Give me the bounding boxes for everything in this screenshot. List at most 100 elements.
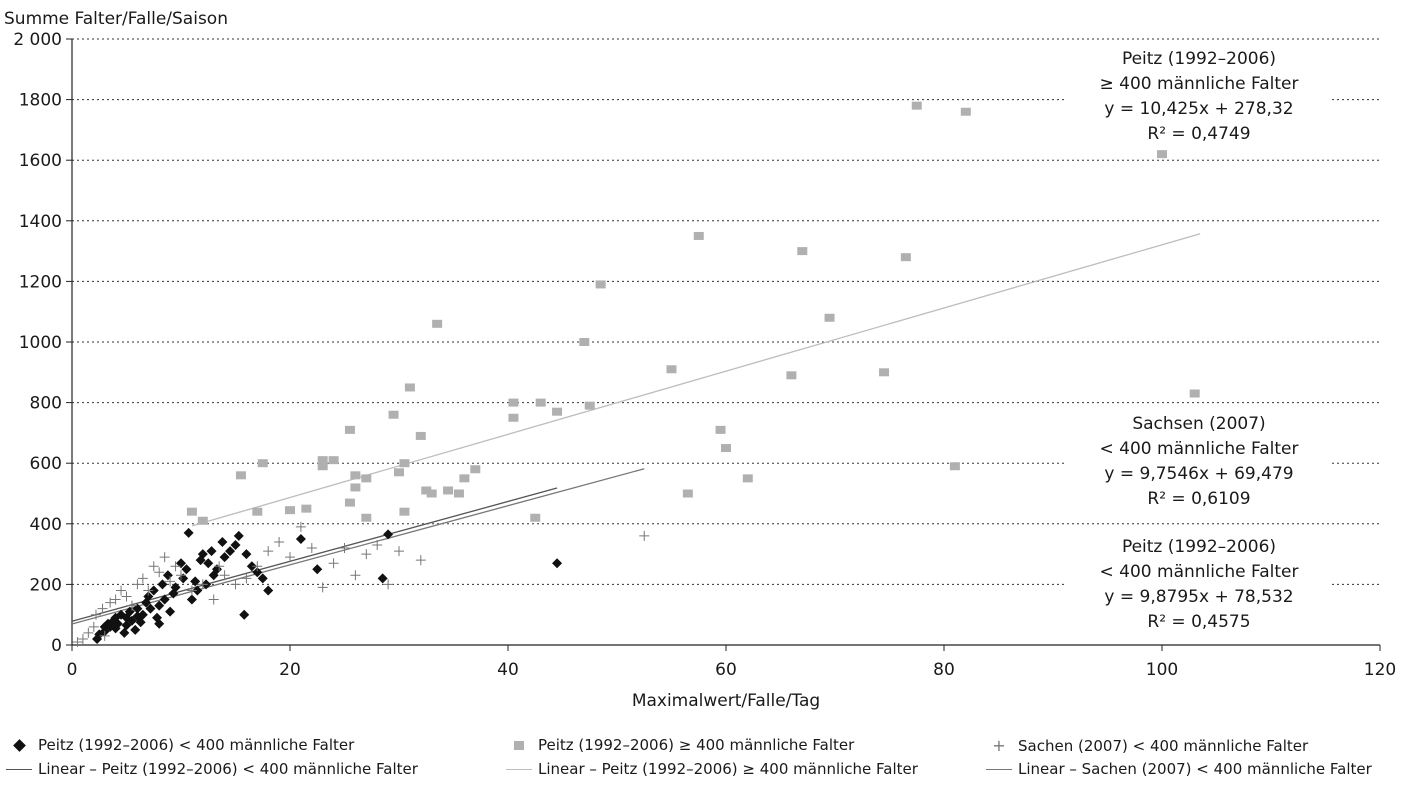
square-point (186, 507, 197, 516)
y-tick-label: 800 (30, 394, 62, 414)
plus-point (72, 636, 83, 647)
square-point (235, 471, 246, 480)
y-tick-label: 1400 (19, 212, 62, 232)
legend: Peitz (1992–2006) < 400 männliche Falter… (0, 732, 1422, 784)
square-point (584, 401, 595, 410)
plus-point (176, 570, 186, 581)
diamond-point (112, 618, 123, 629)
diamond-point (192, 585, 203, 596)
trendline (71, 468, 645, 625)
plus-point (159, 552, 170, 563)
plus-point (339, 543, 350, 554)
y-tick-label: 1600 (19, 151, 62, 171)
square-point (328, 456, 339, 465)
plus-point (88, 621, 99, 632)
annotation-background (1067, 42, 1331, 150)
square-point (399, 459, 410, 468)
plus-point (383, 579, 394, 590)
diamond-point (252, 567, 263, 578)
diamond-point (186, 594, 197, 605)
trendline (191, 233, 1201, 527)
annotation-line: Sachsen (2007) (1132, 414, 1265, 434)
square-point (459, 474, 470, 483)
square-point (579, 338, 590, 346)
annotation-background (1067, 407, 1331, 515)
square-point (388, 410, 399, 419)
plus-point (132, 579, 143, 590)
square-point (301, 504, 312, 513)
diamond-point (137, 609, 148, 620)
annotation-line: R² = 0,4749 (1147, 124, 1250, 144)
square-point (350, 471, 361, 480)
plus-point (97, 603, 108, 614)
x-tick-label: 80 (933, 660, 955, 680)
plus-point (83, 627, 94, 638)
square-point (344, 498, 355, 507)
diamond-point (230, 540, 241, 551)
x-tick-label: 100 (1146, 660, 1178, 680)
plus-point (148, 561, 159, 572)
regression-annotation: Peitz (1992–2006) ≥ 400 männliche Falter y… (1067, 42, 1331, 150)
diamond-point (162, 570, 173, 581)
square-point (508, 413, 519, 422)
legend-label: Linear – Peitz (1992–2006) < 400 männlic… (38, 760, 418, 778)
plus-point (241, 573, 252, 584)
trendline (71, 487, 558, 622)
plus-point (285, 552, 295, 563)
diamond-point (233, 530, 244, 541)
diamond-point (159, 594, 170, 605)
square-point (797, 247, 808, 256)
diamond-point (148, 585, 159, 596)
trendlines (71, 233, 1201, 625)
legend-entry-linear-peitz-lt400: Linear – Peitz (1992–2006) < 400 männlic… (6, 760, 418, 778)
legend-label: Linear – Sachen (2007) < 400 männliche F… (1018, 760, 1372, 778)
x-axis-title: Maximalwert/Falle/Tag (632, 691, 820, 711)
diamond-point (181, 564, 192, 575)
x-tick-label: 40 (497, 660, 519, 680)
regression-annotation: Sachsen (2007) < 400 männliche Falter y = … (1067, 407, 1331, 515)
annotation-line: < 400 männliche Falter (1100, 562, 1299, 582)
diamond-point (132, 603, 143, 614)
plus-point (230, 579, 241, 590)
scatter-chart: Summe Falter/Falle/Saison Maximalwert/Fa… (4, 9, 1396, 711)
square-point (257, 459, 268, 468)
square-point (197, 516, 208, 525)
square-point (595, 280, 606, 289)
square-point (317, 462, 328, 471)
legend-label: Peitz (1992–2006) < 400 männliche Falter (38, 736, 355, 754)
square-point (453, 489, 464, 498)
diamond-point (246, 561, 257, 572)
annotation-background (1067, 530, 1331, 638)
annotation-line: y = 9,7546x + 69,479 (1104, 464, 1293, 484)
diamond-point (197, 549, 208, 560)
diamond-point (154, 618, 165, 629)
plus-point (90, 609, 101, 620)
diamond-point (383, 529, 394, 540)
annotation-line: ≥ 400 männliche Falter (1100, 74, 1299, 94)
annotations: Peitz (1992–2006) ≥ 400 männliche Falter y… (1067, 42, 1331, 638)
light-line-icon (506, 769, 532, 770)
y-tick-label: 2 000 (13, 30, 62, 50)
diamond-point (206, 546, 217, 557)
regression-annotation: Peitz (1992–2006) < 400 männliche Falter y… (1067, 530, 1331, 638)
legend-entry-linear-sachen: Linear – Sachen (2007) < 400 männliche F… (986, 760, 1372, 778)
square-point (252, 507, 263, 516)
diamond-point (165, 606, 176, 617)
y-tick-label: 600 (30, 454, 62, 474)
plus-point (99, 630, 110, 641)
square-point (404, 383, 415, 392)
plus-point (372, 540, 383, 551)
square-point (508, 398, 519, 407)
x-tick-label: 120 (1364, 660, 1396, 680)
annotation-line: Peitz (1992–2006) (1122, 49, 1276, 69)
legend-label: Peitz (1992–2006) ≥ 400 männliche Falter (538, 736, 855, 754)
plus-point (263, 546, 274, 557)
annotation-line: Peitz (1992–2006) (1122, 537, 1276, 557)
plus-point (105, 597, 116, 608)
square-point (879, 368, 890, 377)
y-axis-title: Summe Falter/Falle/Saison (4, 9, 228, 29)
diamond-point (145, 603, 156, 614)
square-point (960, 107, 971, 116)
plus-point (170, 561, 181, 572)
diamond-point (203, 558, 214, 569)
